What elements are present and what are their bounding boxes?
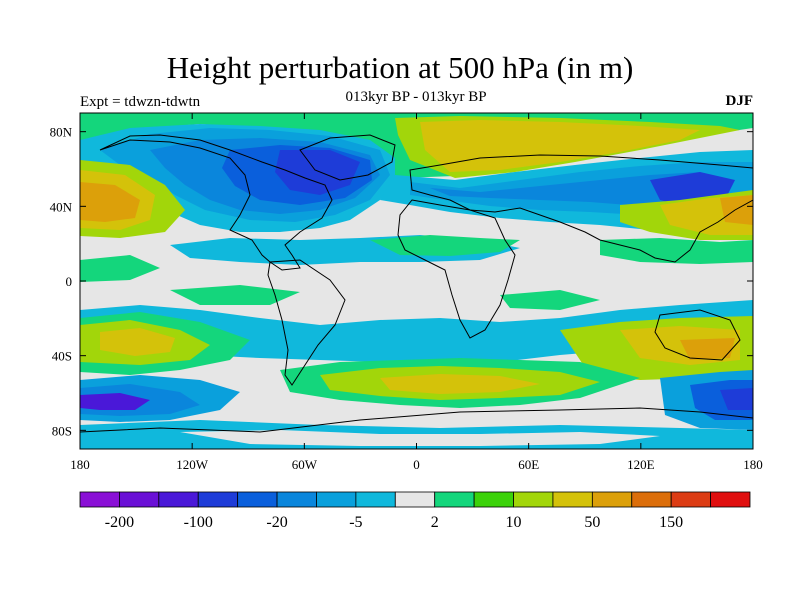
contour-region (170, 285, 300, 305)
season-label: DJF (725, 93, 754, 109)
contour-region (430, 172, 720, 206)
x-tick-label: 60E (518, 457, 539, 472)
colorbar-label: -100 (184, 514, 213, 531)
colorbar-swatch (591, 491, 633, 508)
coastline-antarctica (80, 407, 753, 433)
colorbar: -200 -100 -20 -5 2 10 50 150 (79, 491, 751, 531)
colorbar-label: 50 (584, 514, 600, 531)
colorbar-swatch (631, 491, 672, 508)
x-tick-label: 120W (176, 457, 209, 472)
y-tick-label: 0 (66, 274, 73, 289)
x-tick-label: 120E (627, 457, 655, 472)
colorbar-swatch (237, 491, 278, 508)
contour-region (380, 374, 540, 394)
colorbar-label: 2 (431, 514, 439, 531)
coastline-south-america (267, 259, 346, 386)
contour-region (80, 255, 160, 282)
colorbar-swatch (394, 491, 436, 508)
contour-region (80, 393, 150, 410)
contour-region (275, 150, 360, 195)
contour-region (720, 388, 753, 410)
experiment-label: Expt = tdwzn-tdwtn (80, 94, 201, 110)
colorbar-swatch (473, 491, 514, 508)
x-tick-label: 180 (743, 457, 763, 472)
contour-region (720, 195, 753, 225)
contour-region (500, 290, 600, 310)
contour-region (80, 182, 140, 222)
colorbar-swatch (710, 491, 751, 508)
colorbar-swatch (513, 491, 554, 508)
colorbar-label: 150 (659, 514, 683, 531)
contour-region (180, 430, 660, 446)
contour-region (600, 238, 753, 264)
colorbar-swatch (670, 491, 711, 508)
coastline-greenland (299, 134, 396, 181)
colorbar-label: -20 (266, 514, 287, 531)
axis-tick-labels: 180 120W 60W 0 60E 120E 180 80N 40N 0 40S 80S (50, 125, 763, 472)
coastline-australia (654, 309, 741, 361)
colorbar-swatch (158, 491, 199, 508)
colorbar-swatch (119, 491, 160, 508)
colorbar-label: -5 (349, 514, 362, 531)
colorbar-label: 10 (506, 514, 522, 531)
coastline-africa (397, 199, 516, 339)
colorbar-swatch (316, 491, 357, 508)
x-tick-label: 180 (70, 457, 90, 472)
axis-ticks (79, 113, 754, 449)
colorbar-swatch (434, 491, 475, 508)
y-tick-label: 80S (52, 423, 72, 438)
colorbar-swatch (355, 491, 396, 508)
y-tick-label: 40N (50, 199, 73, 214)
colorbar-swatch (552, 491, 593, 508)
contour-field (80, 113, 753, 449)
coastline-eurasia (409, 154, 753, 263)
x-tick-label: 0 (413, 457, 420, 472)
contour-region (420, 120, 700, 172)
period-label: 013kyr BP - 013kyr BP (345, 89, 487, 105)
coastline-north-america (99, 134, 333, 271)
coastlines (80, 134, 753, 433)
contour-region (100, 328, 175, 356)
contour-region (680, 338, 735, 360)
colorbar-swatch (79, 491, 120, 508)
colorbar-swatch (276, 491, 317, 508)
map-title: Height perturbation at 500 hPa (in m) (166, 50, 634, 85)
y-tick-label: 80N (50, 125, 73, 140)
x-tick-label: 60W (292, 457, 318, 472)
colorbar-label: -200 (105, 514, 134, 531)
y-tick-label: 40S (52, 349, 72, 364)
colorbar-swatch (197, 491, 239, 508)
